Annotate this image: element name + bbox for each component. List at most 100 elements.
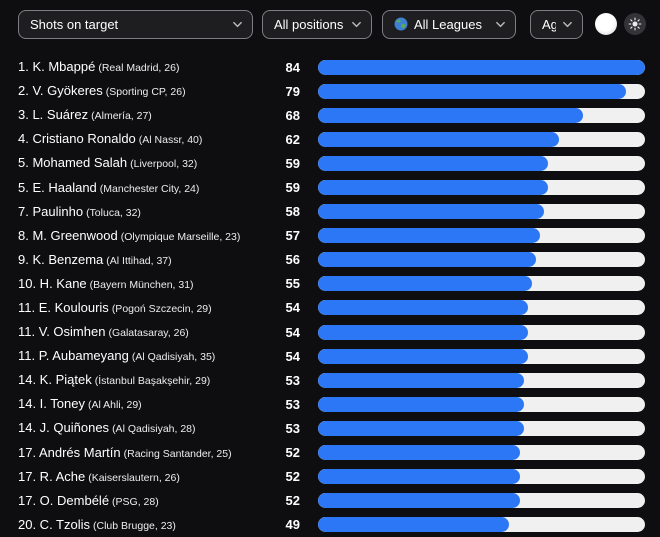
player-label: 1. K. Mbappé (Real Madrid, 26) — [18, 58, 264, 76]
bar-fill — [318, 517, 509, 533]
player-row[interactable]: 11. V. Osimhen (Galatasaray, 26) 54 — [18, 320, 645, 344]
positions-dropdown-value: All positions — [274, 16, 344, 32]
player-rank-name: 14. I. Toney — [18, 396, 85, 412]
player-row[interactable]: 5. Mohamed Salah (Liverpool, 32) 59 — [18, 151, 645, 175]
player-value: 53 — [285, 420, 300, 436]
stat-dropdown[interactable]: Shots on target — [18, 9, 253, 39]
player-value: 52 — [285, 469, 300, 485]
chevron-down-icon — [496, 21, 505, 27]
player-value: 55 — [285, 276, 300, 292]
bar-fill — [318, 180, 548, 196]
player-row[interactable]: 10. H. Kane (Bayern München, 31) 55 — [18, 272, 645, 296]
age-dropdown-value: Age — [542, 16, 556, 32]
player-label: 17. Andrés Martín (Racing Santander, 25) — [18, 444, 264, 462]
player-club-age: (Sporting CP, 26) — [105, 86, 186, 99]
player-row[interactable]: 17. O. Dembélé (PSG, 28) 52 — [18, 489, 645, 513]
player-label: 10. H. Kane (Bayern München, 31) — [18, 275, 264, 293]
player-rank-name: 11. P. Aubameyang — [18, 348, 129, 364]
player-value: 68 — [285, 107, 300, 123]
player-club-age: (Bayern München, 31) — [89, 278, 194, 291]
player-club-age: (Al Ittihad, 37) — [106, 254, 172, 267]
theme-toggle-button[interactable] — [624, 13, 646, 35]
bar-fill — [318, 469, 521, 485]
player-row[interactable]: 14. J. Quiñones (Al Qadisiyah, 28) 53 — [18, 416, 645, 440]
player-row[interactable]: 17. Andrés Martín (Racing Santander, 25) … — [18, 441, 645, 465]
bar-track — [318, 348, 645, 364]
player-rank-name: 11. V. Osimhen — [18, 324, 106, 340]
player-row[interactable]: 8. M. Greenwood (Olympique Marseille, 23)… — [18, 224, 645, 248]
player-row[interactable]: 17. R. Ache (Kaiserslautern, 26) 52 — [18, 465, 645, 489]
player-club-age: (Galatasaray, 26) — [108, 327, 189, 340]
player-row[interactable]: 4. Cristiano Ronaldo (Al Nassr, 40) 62 — [18, 127, 645, 151]
player-label: 14. I. Toney (Al Ahli, 29) — [18, 395, 264, 413]
player-value: 79 — [285, 83, 300, 99]
player-label: 3. L. Suárez (Almería, 27) — [18, 106, 264, 124]
player-label: 8. M. Greenwood (Olympique Marseille, 23) — [18, 227, 264, 245]
player-value: 52 — [285, 493, 300, 509]
player-label: 17. R. Ache (Kaiserslautern, 26) — [18, 468, 264, 486]
player-label: 5. E. Haaland (Manchester City, 24) — [18, 179, 264, 197]
bar-track — [318, 493, 645, 509]
player-value: 57 — [285, 228, 300, 244]
player-row[interactable]: 7. Paulinho (Toluca, 32) 58 — [18, 200, 645, 224]
player-row[interactable]: 11. P. Aubameyang (Al Qadisiyah, 35) 54 — [18, 344, 645, 368]
player-label: 14. J. Quiñones (Al Qadisiyah, 28) — [18, 419, 264, 437]
bar-fill — [318, 276, 533, 292]
player-rank-name: 14. K. Piątek — [18, 372, 92, 388]
player-row[interactable]: 1. K. Mbappé (Real Madrid, 26) 84 — [18, 55, 645, 79]
player-row[interactable]: 14. I. Toney (Al Ahli, 29) 53 — [18, 392, 645, 416]
player-row[interactable]: 9. K. Benzema (Al Ittihad, 37) 56 — [18, 248, 645, 272]
player-club-age: (Al Nassr, 40) — [138, 134, 203, 147]
player-rank-name: 10. H. Kane — [18, 275, 87, 291]
bar-track — [318, 83, 645, 99]
player-value: 54 — [285, 324, 300, 340]
player-row[interactable]: 3. L. Suárez (Almería, 27) 68 — [18, 103, 645, 127]
bar-fill — [318, 155, 548, 171]
bar-fill — [318, 493, 521, 509]
bar-fill — [318, 107, 583, 123]
player-club-age: (Liverpool, 32) — [130, 158, 198, 171]
player-label: 7. Paulinho (Toluca, 32) — [18, 203, 264, 221]
player-row[interactable]: 11. E. Koulouris (Pogoń Szczecin, 29) 54 — [18, 296, 645, 320]
positions-dropdown[interactable]: All positions — [262, 9, 372, 39]
bar-fill — [318, 300, 529, 316]
player-club-age: (Racing Santander, 25) — [123, 447, 232, 460]
age-dropdown[interactable]: Age — [530, 9, 583, 39]
player-row[interactable]: 5. E. Haaland (Manchester City, 24) 59 — [18, 175, 645, 199]
chevron-down-icon — [233, 21, 242, 27]
bar-track — [318, 131, 645, 147]
player-club-age: (Al Ahli, 29) — [87, 399, 142, 412]
player-label: 5. Mohamed Salah (Liverpool, 32) — [18, 154, 264, 172]
bar-fill — [318, 348, 529, 364]
player-rank-name: 9. K. Benzema — [18, 251, 104, 267]
player-club-age: (Al Qadisiyah, 35) — [131, 351, 216, 364]
player-rank-name: 7. Paulinho — [18, 203, 84, 219]
player-label: 11. E. Koulouris (Pogoń Szczecin, 29) — [18, 299, 264, 317]
bar-fill — [318, 59, 645, 75]
player-row[interactable]: 2. V. Gyökeres (Sporting CP, 26) 79 — [18, 79, 645, 103]
bar-track — [318, 420, 645, 436]
light-circle-toggle[interactable] — [595, 13, 617, 35]
player-label: 20. C. Tzolis (Club Brugge, 23) — [18, 516, 264, 534]
player-value: 53 — [285, 372, 300, 388]
player-rank-name: 14. J. Quiñones — [18, 420, 110, 436]
player-value: 59 — [285, 155, 300, 171]
bar-fill — [318, 396, 525, 412]
player-value: 62 — [285, 131, 300, 147]
player-rank-name: 2. V. Gyökeres — [18, 83, 103, 99]
player-club-age: (Real Madrid, 26) — [98, 62, 180, 75]
bar-track — [318, 372, 645, 388]
leagues-dropdown[interactable]: All Leagues — [382, 9, 516, 39]
bar-track — [318, 59, 645, 75]
player-row[interactable]: 20. C. Tzolis (Club Brugge, 23) 49 — [18, 513, 645, 537]
globe-icon — [394, 17, 408, 31]
player-club-age: (Olympique Marseille, 23) — [120, 230, 241, 243]
bar-fill — [318, 228, 540, 244]
bar-fill — [318, 372, 525, 388]
player-row[interactable]: 14. K. Piątek (İstanbul Başakşehir, 29) 5… — [18, 368, 645, 392]
player-club-age: (Toluca, 32) — [86, 206, 141, 219]
stat-dropdown-value: Shots on target — [30, 16, 119, 32]
player-club-age: (Al Qadisiyah, 28) — [112, 423, 196, 436]
player-value: 53 — [285, 396, 300, 412]
bar-fill — [318, 420, 525, 436]
